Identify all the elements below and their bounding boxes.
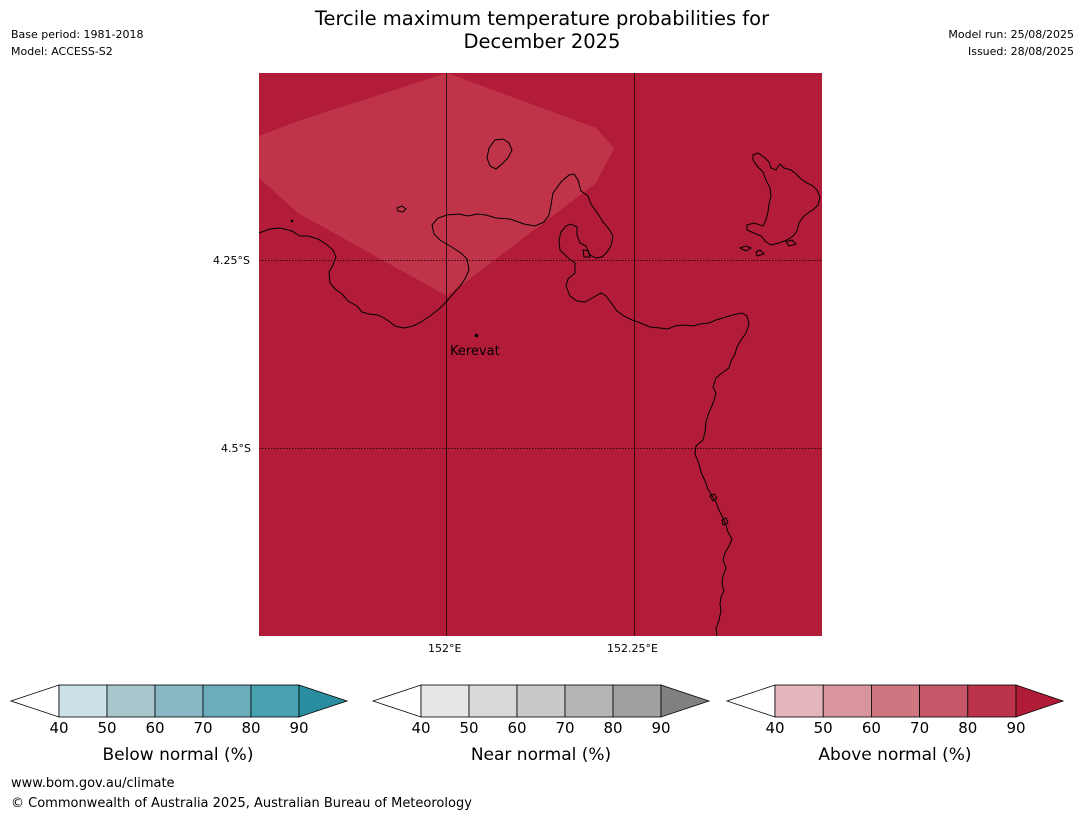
coastline-islet-2 [582, 249, 591, 258]
issued-text: Issued: 28/08/2025 [967, 45, 1074, 58]
above-normal-tick-label: 70 [910, 719, 930, 737]
below-normal-tick-label: 50 [97, 719, 117, 737]
map-panel: Kerevat [258, 73, 822, 637]
near-normal-extend-low [371, 684, 422, 718]
colorbars [9, 684, 1065, 718]
lon-label-152: 152°E [428, 642, 462, 655]
below-normal-swatch [154, 684, 204, 718]
above-normal-tick-label: 50 [813, 719, 833, 737]
below-normal-extend-high [298, 684, 349, 718]
above-normal-extend-high [1015, 684, 1065, 718]
near-normal-swatch [516, 684, 566, 718]
probability-region-lighter [259, 73, 614, 296]
below-normal-swatch [106, 684, 156, 718]
above-normal-swatch [774, 684, 824, 718]
above-normal-swatch [871, 684, 921, 718]
near-normal-swatch [420, 684, 470, 718]
colorbar-near-normal [371, 684, 711, 718]
near-normal-tick-label: 40 [411, 719, 431, 737]
below-normal-tick-label: 80 [241, 719, 261, 737]
map-title: Tercile maximum temperature probabilitie… [242, 7, 842, 53]
near-normal-tick-label: 70 [555, 719, 575, 737]
title-line-2: December 2025 [463, 30, 621, 53]
near-normal-tick-label: 90 [651, 719, 671, 737]
town-dot [290, 219, 294, 223]
footer-url: www.bom.gov.au/climate [11, 776, 175, 791]
below-normal-swatch [58, 684, 108, 718]
near-normal-extend-high [660, 684, 711, 718]
coastline-islet-1 [396, 205, 407, 213]
gridlines [259, 73, 822, 636]
below-normal-tick-label: 90 [289, 719, 309, 737]
footer-copyright: © Commonwealth of Australia 2025, Austra… [11, 796, 472, 811]
above-normal-swatch [919, 684, 969, 718]
coastline-islet-4 [755, 249, 765, 257]
below-normal-swatch [202, 684, 252, 718]
above-normal-tick-label: 40 [765, 719, 785, 737]
near-normal-tick-label: 80 [603, 719, 623, 737]
coastline-west [258, 173, 750, 637]
near-normal-swatch [612, 684, 662, 718]
near-normal-tick-label: 60 [507, 719, 527, 737]
legend-label-below-normal: Below normal (%) [102, 745, 254, 765]
below-normal-swatch [250, 684, 300, 718]
near-normal-swatch [468, 684, 518, 718]
above-normal-tick-label: 90 [1006, 719, 1026, 737]
header-meta-left: Base period: 1981-2018 Model: ACCESS-S2 [11, 26, 143, 60]
place-label-kerevat: Kerevat [450, 344, 500, 359]
coastline-islet-6 [709, 493, 718, 502]
coastline-island-north [486, 138, 513, 170]
lon-label-152-25: 152.25°E [607, 642, 658, 655]
model-text: Model: ACCESS-S2 [11, 45, 113, 58]
near-normal-tick-label: 50 [459, 719, 479, 737]
near-normal-swatch [564, 684, 614, 718]
coastline-group [258, 138, 821, 637]
above-normal-swatch [822, 684, 872, 718]
coastline-islands-east [746, 152, 821, 246]
base-period-text: Base period: 1981-2018 [11, 28, 144, 41]
above-normal-extend-low [725, 684, 776, 718]
legend-label-above-normal: Above normal (%) [818, 745, 972, 765]
colorbar-below-normal [9, 684, 349, 718]
below-normal-extend-low [9, 684, 60, 718]
coastline-islet-5 [785, 239, 797, 247]
model-run-text: Model run: 25/08/2025 [948, 28, 1074, 41]
colorbar-above-normal [725, 684, 1065, 718]
above-normal-tick-label: 80 [958, 719, 978, 737]
header-meta-right: Model run: 25/08/2025 Issued: 28/08/2025 [948, 26, 1074, 60]
legend-label-near-normal: Near normal (%) [470, 745, 612, 765]
lat-label-4-25: 4.25°S [213, 254, 250, 267]
coastline-islet-7 [721, 517, 729, 526]
below-normal-tick-label: 40 [49, 719, 69, 737]
coastline-islet-3 [738, 245, 753, 252]
kerevat-marker [474, 333, 479, 338]
title-line-1: Tercile maximum temperature probabilitie… [314, 7, 770, 30]
below-normal-tick-label: 60 [145, 719, 165, 737]
lat-label-4-5: 4.5°S [221, 442, 251, 455]
above-normal-tick-label: 60 [861, 719, 881, 737]
above-normal-swatch [967, 684, 1017, 718]
below-normal-tick-label: 70 [193, 719, 213, 737]
